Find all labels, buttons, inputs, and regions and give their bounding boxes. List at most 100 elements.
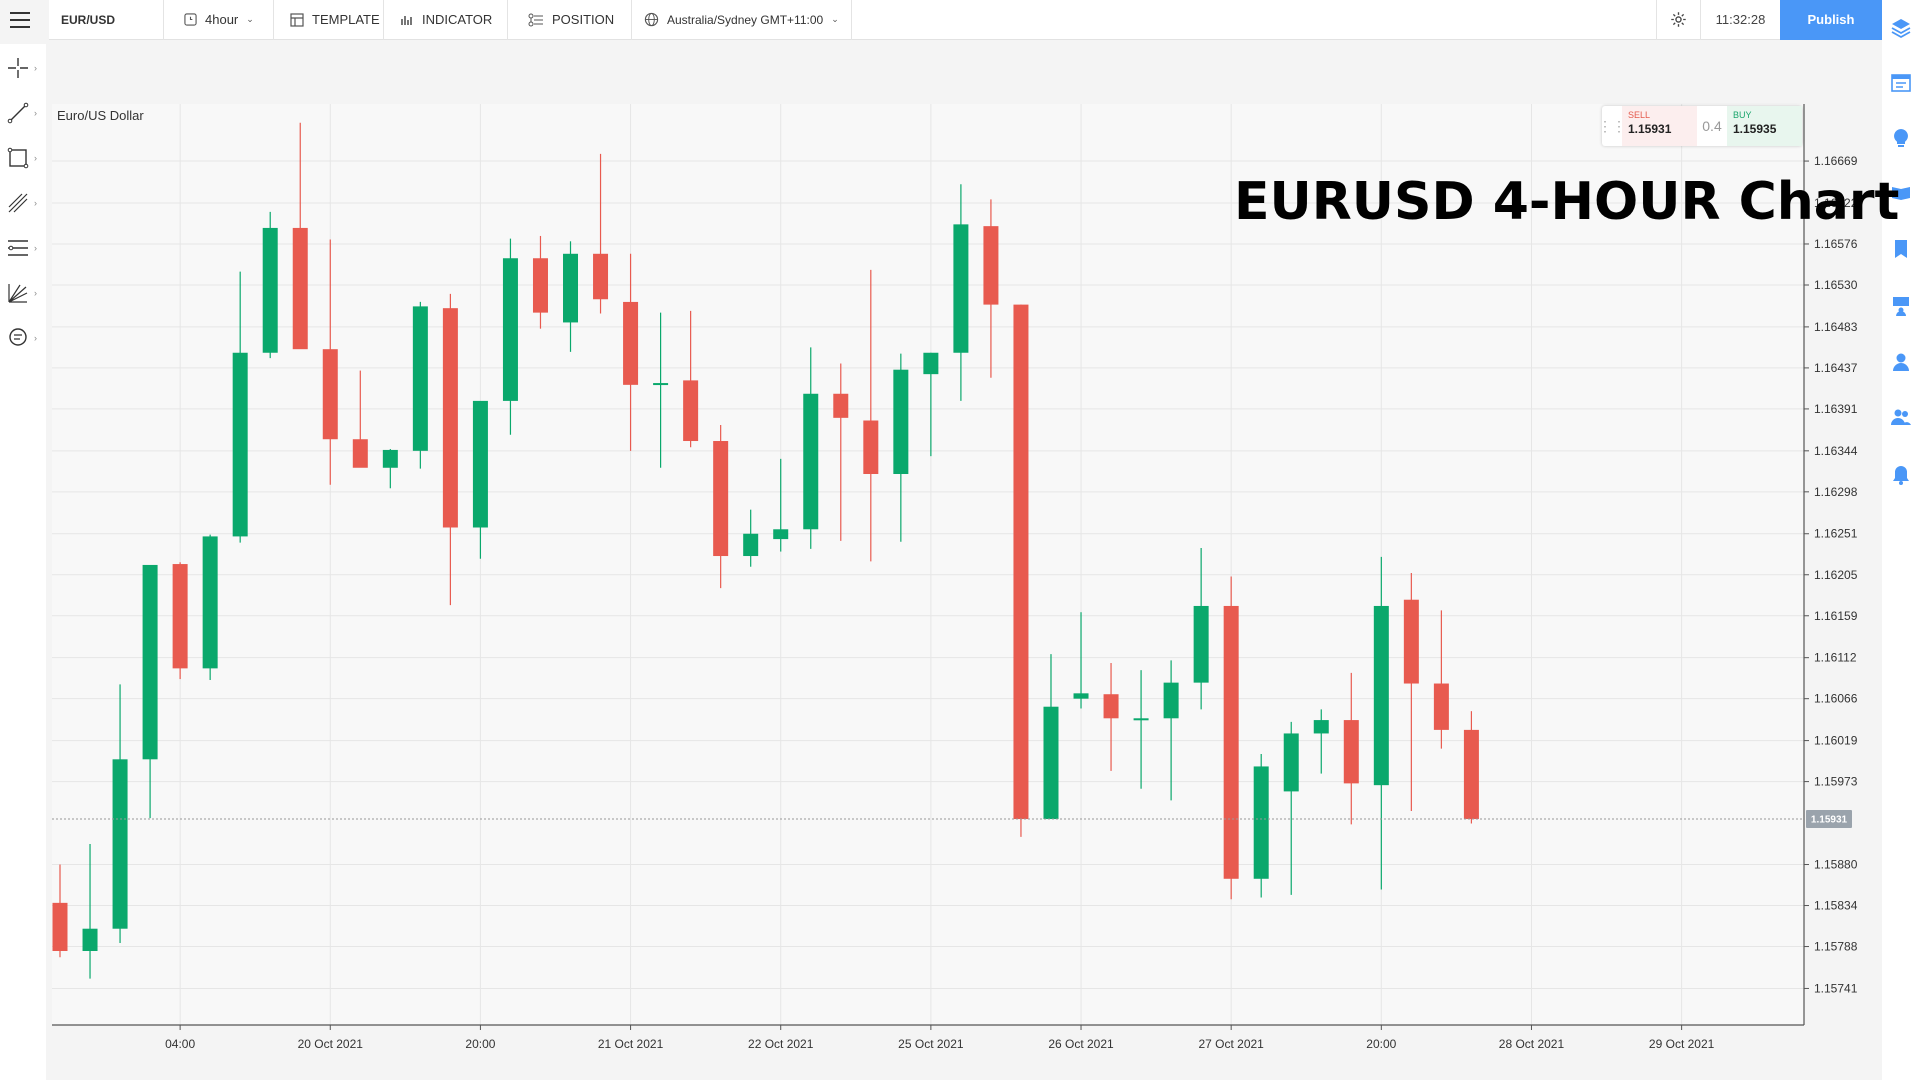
candle-body-up <box>232 352 248 537</box>
candle-body-up <box>1283 733 1299 792</box>
settings-button[interactable] <box>1656 0 1700 40</box>
last-price-label: 1.15931 <box>1811 815 1848 826</box>
candle-body-up <box>743 533 759 557</box>
symbol-selector[interactable]: EUR/USD <box>49 0 164 40</box>
sell-button[interactable]: SELL 1.15931 <box>1622 106 1697 146</box>
candle-body-down <box>713 441 729 557</box>
candle-body-down <box>172 564 188 669</box>
clock-display: 11:32:28 <box>1700 0 1780 40</box>
calendar-icon[interactable] <box>1890 71 1912 93</box>
position-button[interactable]: POSITION <box>508 0 632 40</box>
candle-body-down <box>1343 720 1359 784</box>
chart-area[interactable]: 1.16669 1.16622 1.16576 1.16530 1.16483 1.164… <box>46 40 1899 1080</box>
candle-body-down <box>532 258 548 313</box>
presentation-icon[interactable] <box>1890 295 1912 317</box>
y-axis-labels: 1.16669 1.16622 1.16576 1.16530 1.16483 1.164… <box>1804 154 1858 995</box>
toolbar-right: 11:32:28 Publish <box>1656 0 1882 40</box>
x-tick-label: 28 Oct 2021 <box>1499 1037 1565 1051</box>
candle-body-down <box>863 420 879 475</box>
candles <box>52 122 1479 979</box>
gann-tool[interactable]: › <box>6 275 42 311</box>
candle-body-up <box>1373 605 1389 786</box>
bookmark-icon[interactable] <box>1890 238 1912 260</box>
candle-body-down <box>52 902 68 951</box>
chevron-right-icon: › <box>34 108 37 118</box>
x-tick-label: 22 Oct 2021 <box>748 1037 814 1051</box>
candlestick-chart[interactable]: 1.16669 1.16622 1.16576 1.16530 1.16483 1.164… <box>46 40 1882 1080</box>
chevron-right-icon: › <box>34 153 37 163</box>
candle-body-down <box>593 253 609 300</box>
x-tick-label: 20:00 <box>1366 1037 1396 1051</box>
y-tick-label: 1.16159 <box>1814 609 1858 623</box>
lightbulb-icon[interactable] <box>1890 127 1912 149</box>
candle-body-down <box>442 308 458 528</box>
y-tick-label: 1.15834 <box>1814 899 1858 913</box>
candle-body-up <box>202 536 218 669</box>
plot-background <box>52 104 1804 1025</box>
template-button[interactable]: TEMPLATE <box>274 0 384 40</box>
y-tick-label: 1.16437 <box>1814 361 1858 375</box>
chevron-down-icon: ⌄ <box>831 14 839 24</box>
timeframe-selector[interactable]: 4hour ⌄ <box>164 0 274 40</box>
candle-body-down <box>833 393 849 418</box>
y-tick-label: 1.16483 <box>1814 320 1858 334</box>
indicator-icon <box>401 15 412 25</box>
candle-body-up <box>1313 720 1329 734</box>
candle-body-down <box>292 227 308 350</box>
candle-body-up <box>953 224 969 353</box>
candle-body-up <box>82 928 98 951</box>
candle-body-down <box>623 301 639 385</box>
quote-widget: ⋮⋮ SELL 1.15931 0.4 BUY 1.15935 <box>1598 106 1802 146</box>
top-toolbar: EUR/USD 4hour ⌄ TEMPLATE INDICATOR POSIT… <box>49 0 1882 40</box>
candle-body-down <box>352 439 368 468</box>
publish-button[interactable]: Publish <box>1780 0 1882 40</box>
trendline-tool[interactable]: › <box>6 95 42 131</box>
menu-icon[interactable] <box>8 10 32 30</box>
candle-body-up <box>563 253 579 323</box>
annotation-tool[interactable]: › <box>6 320 42 356</box>
y-tick-label: 1.15973 <box>1814 775 1858 789</box>
x-tick-label: 20:00 <box>465 1037 495 1051</box>
candle-body-up <box>1133 718 1149 721</box>
x-tick-label: 04:00 <box>165 1037 195 1051</box>
y-tick-label: 1.16391 <box>1814 402 1858 416</box>
y-tick-label: 1.15741 <box>1814 981 1858 995</box>
y-tick-label: 1.15880 <box>1814 858 1858 872</box>
sell-price: 1.15931 <box>1628 122 1672 136</box>
pitchfork-icon <box>8 193 28 213</box>
chevron-down-icon: ⌄ <box>246 14 254 24</box>
pitchfork-tool[interactable]: › <box>6 185 42 221</box>
rectangle-icon <box>7 147 29 169</box>
candle-body-up <box>472 400 488 528</box>
chevron-right-icon: › <box>34 198 37 208</box>
candle-body-up <box>502 258 518 401</box>
crosshair-tool[interactable]: › <box>6 50 42 86</box>
right-sidebar <box>1882 0 1920 1080</box>
user-icon[interactable] <box>1890 351 1912 373</box>
buy-price: 1.15935 <box>1733 122 1777 136</box>
timezone-selector[interactable]: Australia/Sydney GMT+11:00 ⌄ <box>632 0 852 40</box>
indicator-button[interactable]: INDICATOR <box>384 0 508 40</box>
candle-body-up <box>1193 605 1209 683</box>
sell-label: SELL <box>1628 110 1651 120</box>
y-tick-label: 1.16066 <box>1814 692 1858 706</box>
candle-body-up <box>382 449 398 468</box>
indicator-label: INDICATOR <box>422 12 493 27</box>
layers-icon[interactable] <box>1890 17 1912 39</box>
buy-button[interactable]: BUY 1.15935 <box>1727 106 1802 146</box>
rectangle-tool[interactable]: › <box>6 140 42 176</box>
bell-icon[interactable] <box>1890 464 1912 486</box>
news-icon[interactable] <box>1890 182 1912 204</box>
fibonacci-tool[interactable]: › <box>6 230 42 266</box>
buy-label: BUY <box>1733 110 1752 120</box>
drag-handle-icon[interactable]: ⋮⋮ <box>1598 117 1626 134</box>
template-label: TEMPLATE <box>312 12 380 27</box>
candle-body-up <box>653 383 669 386</box>
candle-body-up <box>412 306 428 451</box>
candle-body-up <box>773 529 789 540</box>
timezone-label: Australia/Sydney GMT+11:00 <box>667 12 824 27</box>
y-tick-label: 1.16019 <box>1814 734 1858 748</box>
y-tick-label: 1.16530 <box>1814 278 1858 292</box>
users-icon[interactable] <box>1890 406 1912 428</box>
y-tick-label: 1.16344 <box>1814 444 1858 458</box>
